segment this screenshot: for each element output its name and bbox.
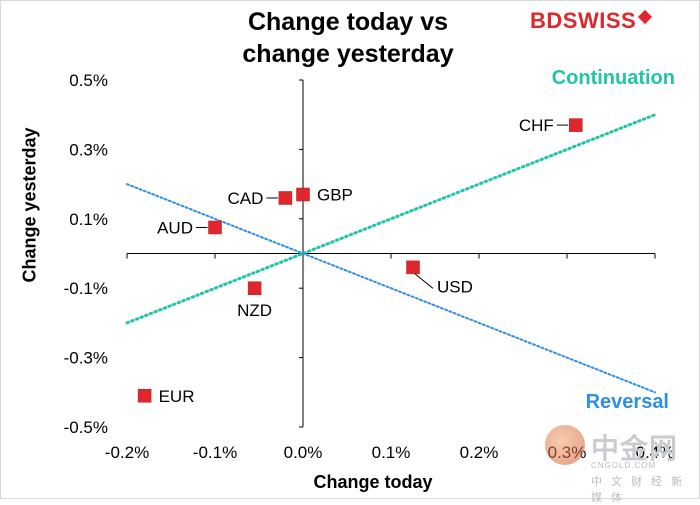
reversal-label: Reversal (586, 391, 669, 413)
x-axis-label: Change today (313, 472, 433, 492)
label-aud: AUD (157, 218, 193, 237)
y-tick-label: -0.3% (64, 349, 108, 368)
trendline-reversal (126, 183, 656, 394)
point-aud (208, 220, 222, 235)
label-usd: USD (437, 277, 473, 296)
trendline-continuation (125, 113, 657, 325)
label-cad: CAD (227, 189, 263, 208)
point-cad (278, 191, 293, 205)
point-gbp (296, 187, 310, 202)
brand-text: BDSWISS (530, 8, 637, 33)
x-tick-label: -0.1% (193, 443, 237, 462)
leader-usd (414, 273, 434, 289)
brand-logo: BDSWISS (530, 8, 653, 34)
label-eur: EUR (159, 387, 195, 406)
y-tick-label: 0.3% (69, 140, 108, 159)
chart-title: Change today vs change yesterday (188, 6, 508, 70)
watermark-sub: CNGOLD.COM (591, 461, 657, 470)
y-tick-label: 0.5% (69, 71, 108, 90)
label-gbp: GBP (317, 186, 353, 205)
label-nzd: NZD (237, 301, 272, 320)
y-tick-label: 0.1% (69, 210, 108, 229)
annotations: Continuation Reversal (552, 67, 675, 413)
watermark: 中金网 CNGOLD.COM 中 文 财 经 新 媒 体 (545, 425, 695, 504)
watermark-logo-icon (545, 425, 585, 465)
x-tick-label: -0.2% (105, 443, 149, 462)
chart-title-line-2: change yesterday (242, 40, 454, 68)
data-points: CHF GBP CAD AUD USD NZD EUR (137, 116, 583, 406)
y-tick-label: -0.5% (64, 418, 108, 437)
y-tick-label: -0.1% (64, 279, 108, 298)
x-tick-label: 0.2% (460, 443, 499, 462)
point-chf (569, 118, 583, 132)
watermark-main: 中金网 (591, 433, 679, 464)
label-chf: CHF (519, 116, 554, 135)
continuation-label: Continuation (552, 67, 675, 89)
axes (126, 79, 656, 428)
point-eur (137, 389, 152, 403)
tick-labels: 0.5% 0.3% 0.1% -0.1% -0.3% -0.5% -0.2% -0.1% 0.0… (64, 71, 675, 462)
trendlines (125, 113, 657, 394)
point-usd (406, 260, 420, 275)
watermark-cn: 中 文 财 经 新 媒 体 (591, 476, 686, 504)
x-tick-label: 0.1% (372, 443, 411, 462)
x-tick-label: 0.4% (636, 443, 675, 462)
x-tick-label: 0.0% (284, 443, 323, 462)
chart-title-line-1: Change today vs (247, 8, 449, 36)
point-nzd (247, 281, 262, 295)
